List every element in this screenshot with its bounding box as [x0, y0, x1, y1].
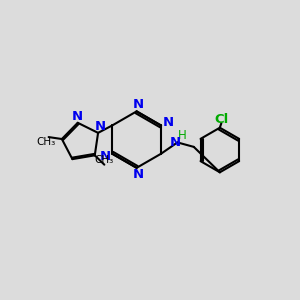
Text: N: N — [163, 116, 174, 129]
Text: N: N — [169, 136, 181, 149]
Text: N: N — [133, 168, 144, 181]
Text: CH₃: CH₃ — [36, 137, 55, 147]
Text: N: N — [133, 98, 144, 111]
Text: H: H — [177, 129, 186, 142]
Text: Cl: Cl — [214, 113, 229, 126]
Text: CH₃: CH₃ — [95, 155, 114, 165]
Text: N: N — [100, 150, 111, 163]
Text: N: N — [72, 110, 83, 123]
Text: N: N — [94, 120, 105, 134]
